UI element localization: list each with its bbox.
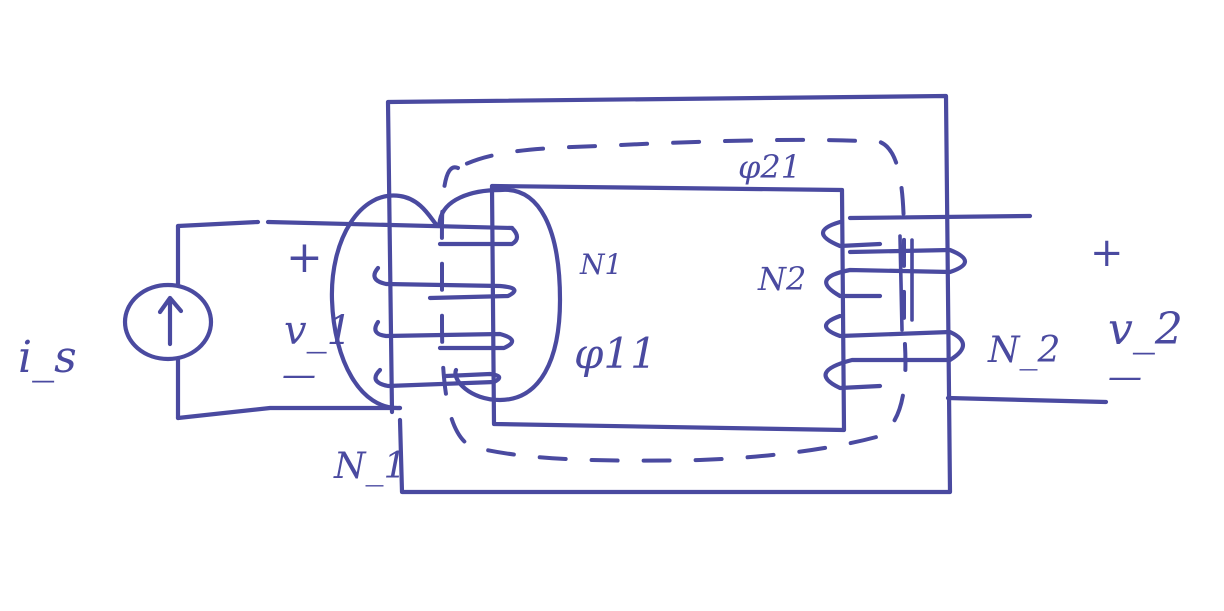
primary-voltage-label: v_1 <box>284 308 352 354</box>
primary-plus-label: + <box>286 232 323 283</box>
current-source-arrow-icon <box>157 295 184 347</box>
secondary-turns-label: N_2 <box>987 330 1060 371</box>
secondary-voltage-label: v_2 <box>1108 304 1183 355</box>
source-current-label: i_s <box>18 332 77 383</box>
primary-minus-label: — <box>282 355 316 395</box>
primary-bottom-wire <box>175 405 403 421</box>
secondary-coil <box>820 213 1109 405</box>
primary-top-wire <box>175 219 515 231</box>
inner-core <box>489 183 847 433</box>
secondary-minus-label: — <box>1108 357 1142 397</box>
outer-core <box>385 93 953 495</box>
current-source <box>122 282 214 362</box>
primary-coil-count-label: N1 <box>579 248 622 281</box>
flux-11-loop <box>329 187 563 411</box>
primary-coil <box>372 225 520 389</box>
secondary-coil-count-label: N2 <box>757 260 806 298</box>
flux-11-label: φ11 <box>574 329 657 378</box>
secondary-plus-label: + <box>1090 230 1124 276</box>
secondary-flux-strokes <box>898 234 914 332</box>
flux-21-label: φ21 <box>738 148 801 186</box>
primary-turns-label: N_1 <box>333 446 406 487</box>
flux-21-loop <box>439 137 908 463</box>
